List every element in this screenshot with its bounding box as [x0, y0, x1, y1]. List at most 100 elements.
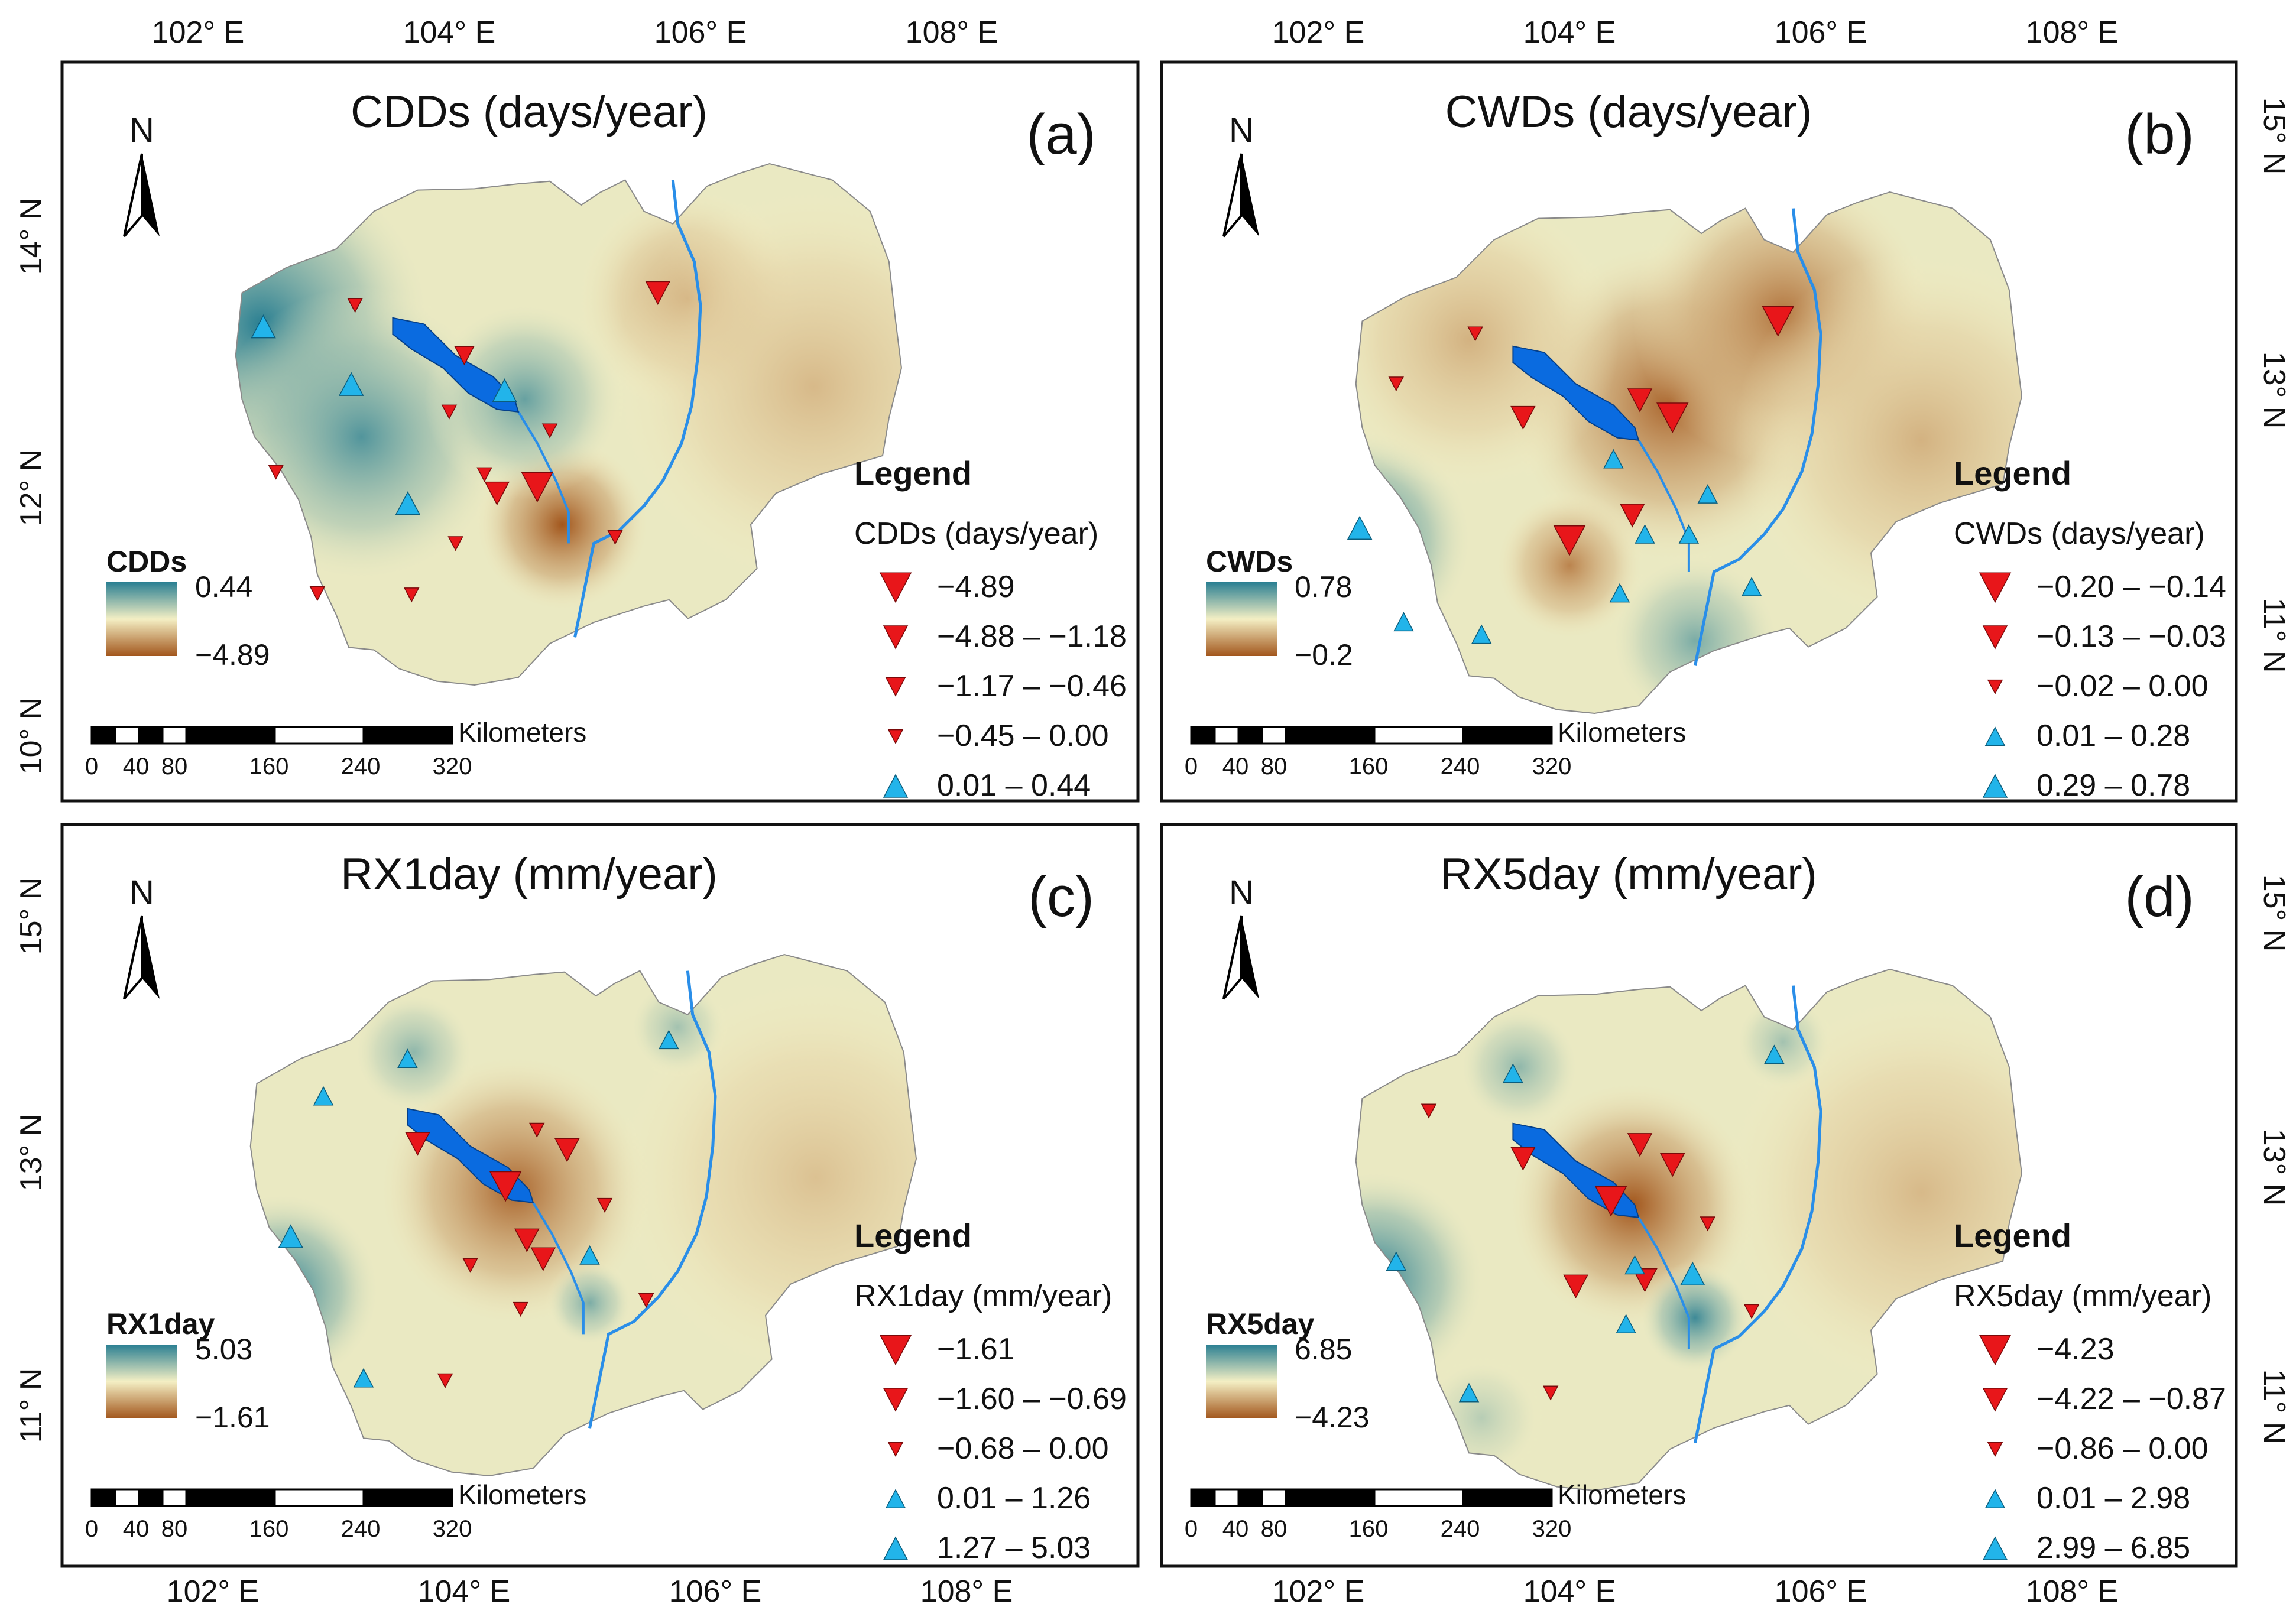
station-marker	[309, 586, 326, 602]
lat-tick: 11° N	[14, 1368, 48, 1443]
station-marker	[405, 1132, 430, 1156]
lon-tick: 106° E	[1775, 15, 1867, 50]
ramp-bar	[106, 1345, 177, 1418]
lon-tick: 102° E	[1272, 15, 1365, 50]
stations	[251, 281, 670, 603]
station-marker	[1553, 525, 1586, 556]
legend-symbol	[883, 625, 909, 650]
legend-symbol	[887, 1442, 904, 1457]
ramp-max-label: 0.78	[1295, 570, 1352, 603]
station-marker	[397, 1048, 418, 1068]
ramp-bar	[106, 582, 177, 656]
legend-item-label: −4.88 – −1.18	[937, 619, 1127, 654]
panel-label: (c)	[1028, 865, 1094, 929]
tonle-sap-lake	[392, 317, 520, 413]
lon-tick: 102° E	[167, 1574, 260, 1609]
north-label: N	[129, 874, 154, 912]
country-border	[1355, 968, 2023, 1492]
surface-blob	[627, 977, 728, 1077]
ramp-bar	[1206, 1345, 1277, 1418]
mekong-river	[573, 180, 702, 638]
station-marker	[251, 314, 276, 339]
legend-subtitle: CDDs (days/year)	[854, 517, 1098, 551]
ramp-min-label: −4.89	[195, 638, 270, 671]
scale-bar: Kilometers 0 40 80 160 240 320	[1185, 717, 1686, 780]
tonle-sap-river	[517, 411, 570, 544]
station-marker	[1627, 388, 1653, 413]
scale-segment	[1462, 1488, 1553, 1507]
station-marker	[514, 1228, 540, 1253]
north-label: N	[1229, 874, 1254, 912]
class-legend: Legend RX1day (mm/year) −1.61 −1.60 – −0.69…	[854, 1217, 1127, 1565]
scale-tick-label: 0	[1185, 1516, 1198, 1542]
station-marker	[462, 1258, 478, 1273]
station-marker	[1421, 1103, 1437, 1119]
scale-segment	[114, 726, 140, 745]
legend-item-label: 0.01 – 2.98	[2036, 1481, 2190, 1515]
station-marker	[1680, 1261, 1705, 1285]
legend-symbol	[1982, 774, 2008, 798]
ramp-title: RX5day	[1206, 1307, 1315, 1340]
legend-symbol	[1979, 572, 2012, 603]
station-marker	[1503, 1063, 1523, 1083]
station-marker	[339, 372, 364, 396]
legend-symbol	[1987, 679, 2003, 695]
legend-symbol	[1987, 1442, 2003, 1457]
panel-title: RX5day (mm/year)	[1440, 849, 1817, 900]
scale-unit-label: Kilometers	[458, 717, 586, 748]
ramp-min-label: −0.2	[1295, 638, 1353, 671]
scale-segment	[1462, 726, 1553, 745]
scale-tick-label: 80	[161, 1516, 188, 1542]
scale-bar: Kilometers 0 40 80 160 240 320	[85, 717, 586, 780]
legend-item-label: −1.60 – −0.69	[937, 1382, 1127, 1416]
legend-item-label: −0.68 – 0.00	[937, 1431, 1109, 1466]
station-marker	[1762, 306, 1794, 337]
panel-title: RX1day (mm/year)	[340, 849, 718, 900]
lon-tick: 104° E	[1523, 15, 1616, 50]
lon-tick: 108° E	[2026, 1574, 2119, 1609]
station-marker	[1563, 1274, 1588, 1299]
north-label: N	[129, 111, 154, 150]
scale-tick-label: 160	[249, 1516, 289, 1542]
ramp-title: CWDs	[1206, 545, 1293, 578]
scale-segment	[1261, 726, 1287, 745]
station-marker	[484, 481, 510, 506]
legend-item-label: −0.20 – −0.14	[2036, 570, 2226, 604]
north-arrow-right	[142, 154, 160, 236]
panel-label: (b)	[2125, 103, 2194, 166]
mekong-river	[588, 970, 717, 1429]
legend-item-label: −4.22 – −0.87	[2036, 1382, 2226, 1416]
station-marker	[476, 467, 492, 482]
lon-tick: 108° E	[906, 15, 998, 50]
scale-segment	[1214, 1488, 1240, 1507]
scale-segment	[1373, 1488, 1464, 1507]
lat-tick: 11° N	[2257, 1369, 2291, 1444]
tonle-sap-river	[532, 1202, 585, 1335]
station-marker	[1386, 1251, 1406, 1271]
legend-subtitle: RX1day (mm/year)	[854, 1279, 1112, 1313]
station-marker	[1594, 1186, 1627, 1217]
scale-segment	[90, 726, 116, 745]
station-marker	[454, 346, 475, 366]
scale-segment	[90, 1488, 116, 1507]
legend-symbol	[1984, 1489, 2006, 1508]
north-arrow-icon: N	[1222, 874, 1259, 1000]
legend-item-label: 0.29 – 0.78	[2036, 768, 2190, 803]
station-marker	[437, 1373, 453, 1388]
station-marker	[1510, 405, 1536, 430]
station-marker	[441, 404, 458, 420]
station-marker	[1609, 583, 1630, 603]
station-marker	[1542, 1385, 1559, 1401]
top-axis-right: 102° E 104° E 106° E 108° E	[1272, 15, 2119, 50]
station-marker	[268, 465, 284, 480]
station-marker	[1741, 577, 1762, 596]
legend-item-label: −0.02 – 0.00	[2036, 669, 2209, 703]
ramp-max-label: 5.03	[195, 1333, 252, 1366]
legend-subtitle: RX5day (mm/year)	[1954, 1279, 2211, 1313]
ramp-title: RX1day	[106, 1307, 215, 1340]
scale-segment	[1237, 726, 1263, 745]
legend-item-label: −4.89	[937, 570, 1015, 604]
station-marker	[313, 1086, 334, 1106]
